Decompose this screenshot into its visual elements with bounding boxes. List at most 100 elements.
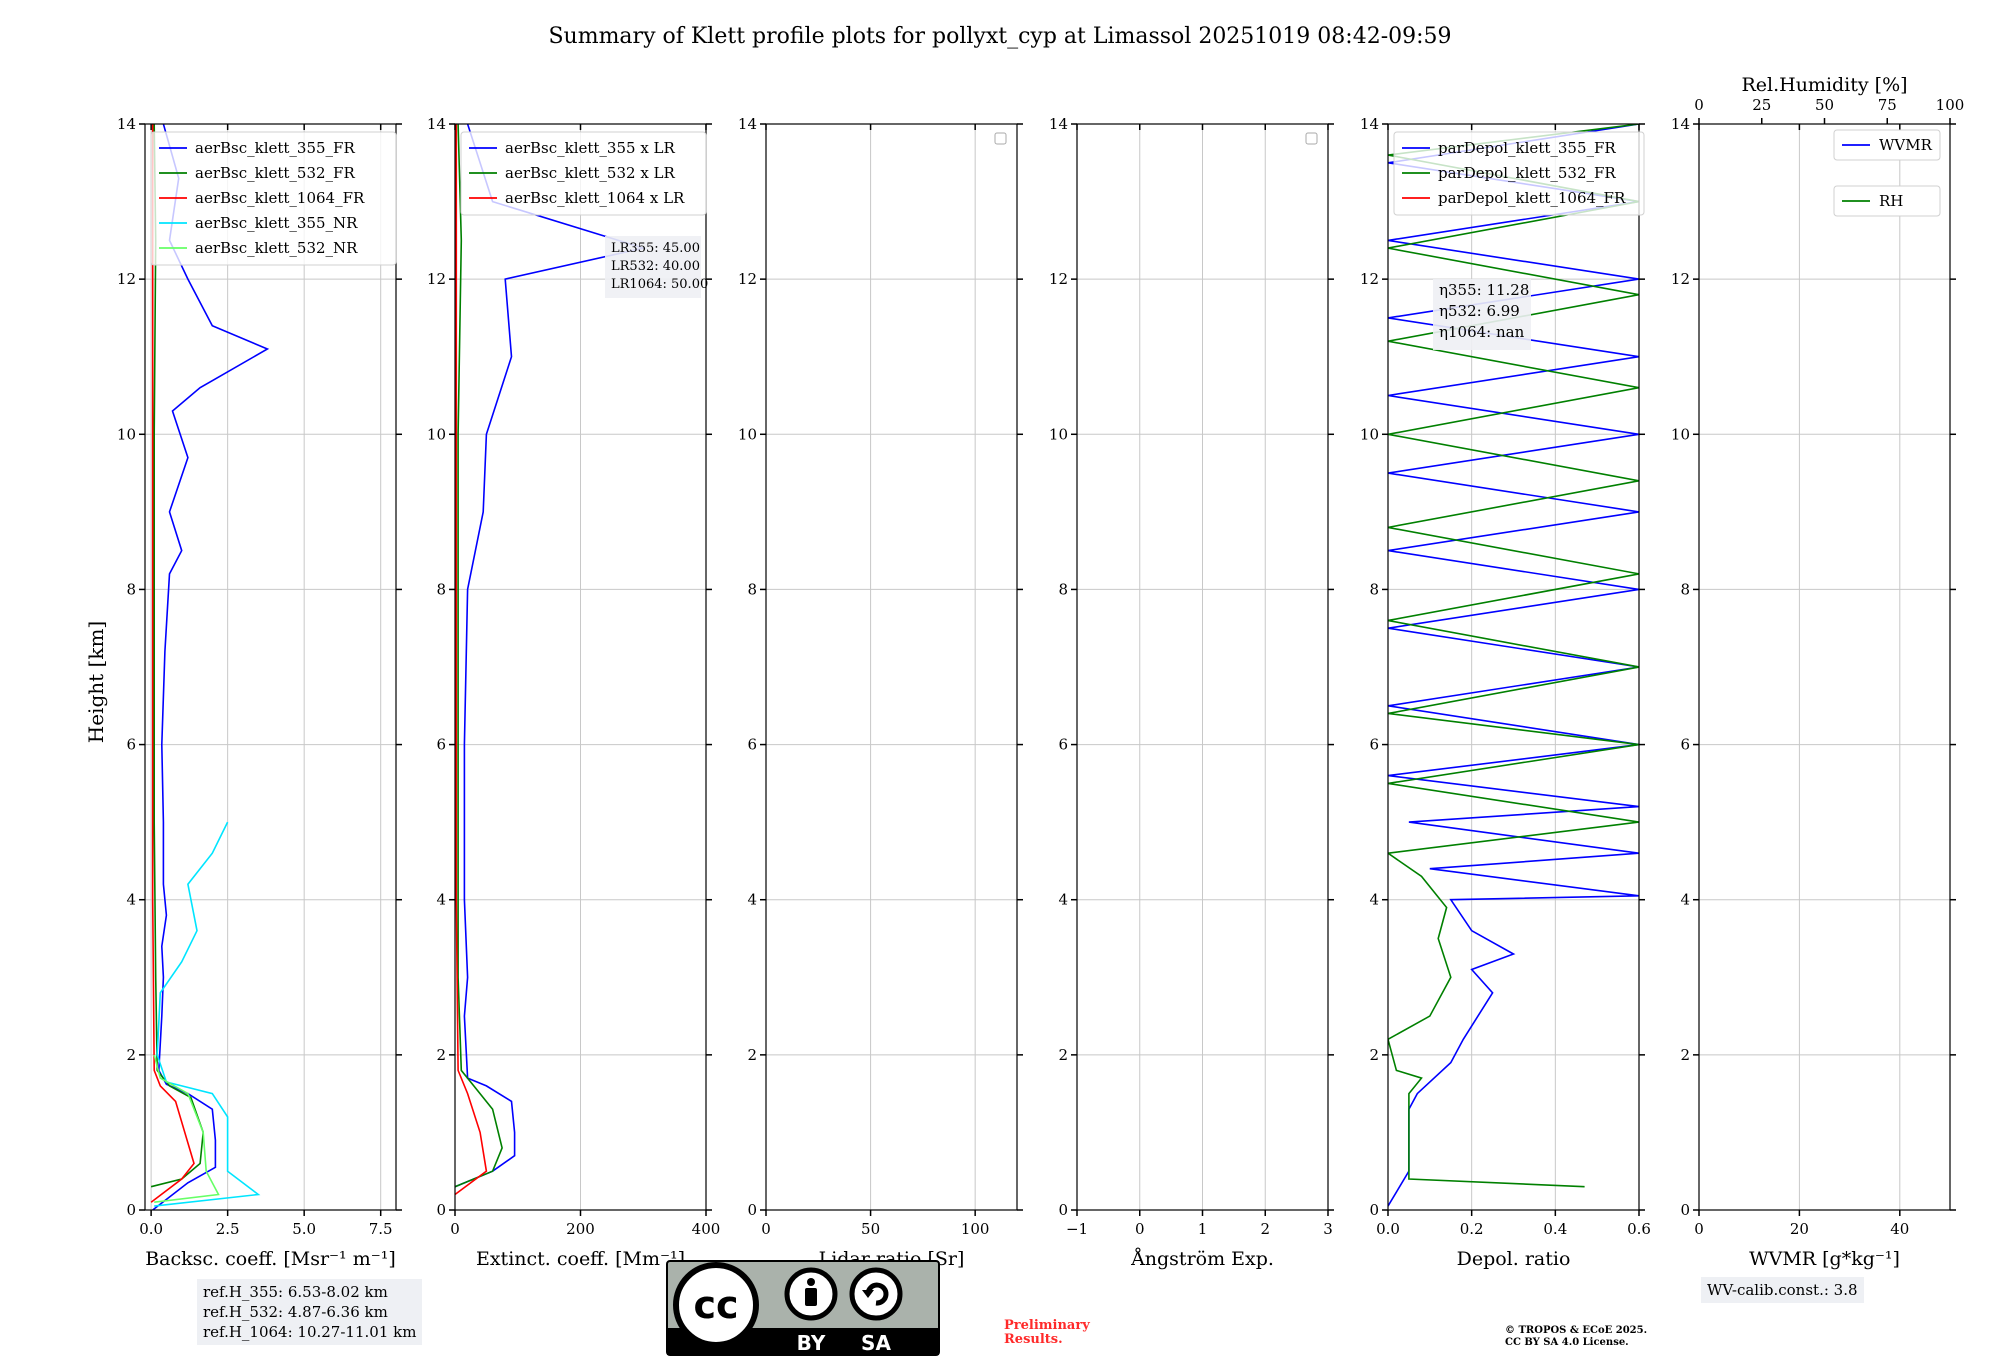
legend-entry: parDepol_klett_355_FR [1438, 139, 1616, 157]
series-aerBsc_klett_532_NR [153, 1054, 220, 1203]
x-tick-label: 2.5 [216, 1220, 240, 1238]
y-tick-label: 14 [1360, 115, 1379, 133]
legend-entry: WVMR [1879, 136, 1933, 154]
panel-frame [1698, 123, 1951, 1211]
legend-entry: aerBsc_klett_1064 x LR [505, 189, 685, 207]
empty-legend-marker [994, 132, 1007, 145]
y-tick-label: 0 [126, 1201, 136, 1219]
x-axis-label: Depol. ratio [1457, 1248, 1571, 1270]
x-tick-label: 0.0 [139, 1220, 163, 1238]
y-tick-label: 14 [117, 115, 136, 133]
preliminary-line-1: Preliminary [1004, 1318, 1090, 1333]
sa-text: SA [861, 1331, 891, 1355]
legend-entry: aerBsc_klett_1064_FR [195, 189, 365, 207]
panel-frame [144, 123, 397, 1211]
y-tick-label: 8 [1369, 580, 1379, 598]
legend-box [460, 131, 707, 216]
top-x-tick-label: 25 [1752, 96, 1771, 114]
y-axis-label: Height [km] [84, 621, 108, 743]
legend-box [1833, 129, 1941, 161]
annotation-line: LR532: 40.00 [611, 259, 700, 274]
y-tick-label: 6 [1680, 736, 1690, 754]
x-tick-label: 0.4 [1543, 1220, 1567, 1238]
y-tick-label: 4 [747, 891, 757, 909]
y-tick-label: 14 [1671, 115, 1690, 133]
annotation-box [1433, 279, 1531, 350]
y-tick-label: 10 [117, 425, 136, 443]
series-aerBsc_klett_355 x LR [455, 124, 647, 1188]
series-aerBsc_klett_1064 x LR [455, 124, 488, 1196]
series-aerBsc_klett_532 x LR [455, 124, 503, 1188]
x-tick-label: 200 [566, 1220, 595, 1238]
legend-box [150, 131, 397, 266]
annotation-box [605, 236, 701, 298]
copyright-note: © TROPOS & ECoE 2025. CC BY SA 4.0 Licen… [1505, 1325, 1647, 1349]
legend-entry: aerBsc_klett_532_FR [195, 164, 355, 182]
series-aerBsc_klett_355_NR [154, 821, 261, 1207]
y-tick-label: 10 [427, 425, 446, 443]
x-axis-label: WVMR [g*kg⁻¹] [1749, 1248, 1900, 1270]
empty-legend-marker [1305, 132, 1318, 145]
y-tick-label: 8 [1058, 580, 1068, 598]
panel-frame [1387, 123, 1640, 1211]
y-tick-label: 6 [126, 736, 136, 754]
legend-box [1393, 131, 1645, 216]
legend-entry: aerBsc_klett_355 x LR [505, 139, 676, 157]
y-tick-label: 8 [126, 580, 136, 598]
reference-heights-box: ref.H_355: 6.53-8.02 km ref.H_532: 4.87-… [197, 1279, 423, 1345]
top-x-tick-label: 0 [1694, 96, 1704, 114]
figure-title: Summary of Klett profile plots for polly… [548, 24, 1451, 49]
y-tick-label: 12 [117, 270, 136, 288]
panel-frame [765, 123, 1018, 1211]
ref-height-1064: ref.H_1064: 10.27-11.01 km [203, 1323, 417, 1341]
ref-height-532: ref.H_532: 4.87-6.36 km [203, 1303, 388, 1321]
y-tick-label: 2 [1058, 1046, 1068, 1064]
series-aerBsc_klett_1064_FR [150, 124, 195, 1203]
y-tick-label: 8 [436, 580, 446, 598]
x-axis-label: Ångström Exp. [1130, 1248, 1274, 1270]
y-tick-label: 0 [436, 1201, 446, 1219]
x-tick-label: 50 [861, 1220, 880, 1238]
top-x-tick-label: 75 [1878, 96, 1897, 114]
y-tick-label: 14 [1049, 115, 1068, 133]
x-tick-label: 0.2 [1460, 1220, 1484, 1238]
x-tick-label: 40 [1890, 1220, 1909, 1238]
y-tick-label: 2 [747, 1046, 757, 1064]
top-x-axis-label: Rel.Humidity [%] [1741, 74, 1907, 96]
annotation-line: η1064: nan [1439, 323, 1525, 341]
y-tick-label: 6 [1058, 736, 1068, 754]
panel-6: 0 20 40 0 2 4 6 8 10 12 14 WVMR [g*kg⁻¹] 0 25 50 75 100 R… [1671, 74, 1964, 1270]
y-tick-label: 10 [1671, 425, 1690, 443]
preliminary-results-note: Preliminary Results. [1004, 1319, 1090, 1347]
annotation-line: η355: 11.28 [1439, 281, 1529, 299]
y-tick-label: 10 [1360, 425, 1379, 443]
annotation-line: LR1064: 50.00 [611, 277, 708, 292]
ref-height-355: ref.H_355: 6.53-8.02 km [203, 1283, 388, 1301]
y-tick-label: 8 [747, 580, 757, 598]
y-tick-label: 4 [1680, 891, 1690, 909]
x-tick-label: 0 [450, 1220, 460, 1238]
legend-entry: parDepol_klett_1064_FR [1438, 189, 1626, 207]
annotation-line: LR355: 45.00 [611, 241, 700, 256]
wv-calibration-text: WV-calib.const.: 3.8 [1707, 1281, 1858, 1299]
y-tick-label: 6 [747, 736, 757, 754]
y-tick-label: 4 [1058, 891, 1068, 909]
sa-arrow-icon [849, 1267, 903, 1321]
y-tick-label: 8 [1680, 580, 1690, 598]
legend-box [1833, 185, 1941, 217]
y-tick-label: 2 [126, 1046, 136, 1064]
x-tick-label: 100 [961, 1220, 990, 1238]
annotation-line: η532: 6.99 [1439, 302, 1520, 320]
y-tick-label: 0 [1680, 1201, 1690, 1219]
x-tick-label: 2 [1260, 1220, 1270, 1238]
y-tick-label: 0 [1058, 1201, 1068, 1219]
y-tick-label: 6 [436, 736, 446, 754]
series-aerBsc_klett_532_FR [150, 124, 205, 1188]
x-axis-label: Extinct. coeff. [Mm⁻¹] [476, 1248, 685, 1270]
panel-1: 0.0 2.5 5.0 7.5 0 2 4 6 8 10 12 14 Backsc. coeff. [M… [117, 115, 402, 1270]
y-tick-label: 12 [427, 270, 446, 288]
legend-entry: parDepol_klett_532_FR [1438, 164, 1616, 182]
